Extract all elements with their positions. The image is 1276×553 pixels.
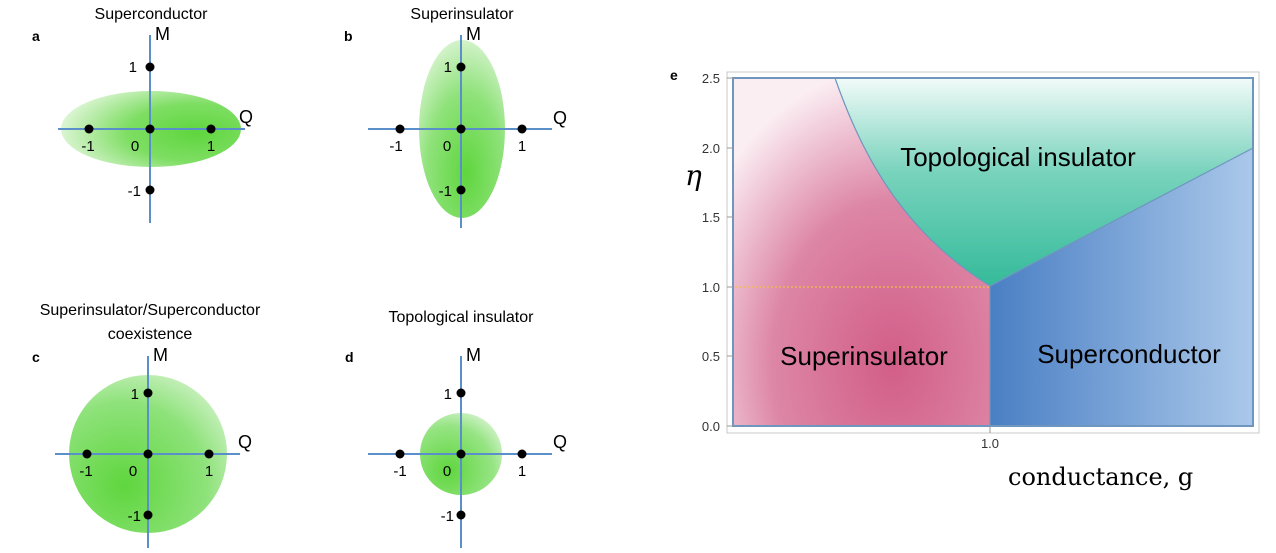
panel-a-letter: a — [32, 28, 40, 44]
y-tick-label: 0.5 — [702, 349, 720, 364]
y-tick-label: 1.0 — [702, 280, 720, 295]
axis-m-label: M — [153, 345, 168, 365]
tick-label: -1 — [128, 508, 141, 525]
region-label-superconductor: Superconductor — [1037, 339, 1221, 369]
panel-b: Superinsulator b M Q 1 -1 -1 0 1 — [344, 6, 567, 228]
axis-q-label: Q — [553, 432, 567, 452]
tick-label: 1 — [131, 386, 139, 403]
axis-q-label: Q — [553, 108, 567, 128]
plot-frame — [732, 77, 1254, 427]
lattice-point — [456, 388, 466, 398]
tick-label: 1 — [444, 59, 452, 76]
panel-e: e 0.0 0.5 1.0 1.5 2.0 2.5 1.0 η con — [670, 67, 1260, 491]
lattice-point — [84, 124, 94, 134]
panel-e-letter: e — [670, 67, 678, 83]
tick-label: -1 — [81, 138, 94, 155]
tick-label: 1 — [207, 138, 215, 155]
lattice-point — [456, 510, 466, 520]
axis-m-label: M — [466, 345, 481, 365]
phase-boundary — [834, 77, 1254, 287]
lattice-point — [395, 449, 405, 459]
lattice-point — [456, 124, 466, 134]
lattice-point — [143, 388, 153, 398]
axis-q-label: Q — [239, 107, 253, 127]
y-axis-label: η — [685, 159, 702, 192]
lattice-point — [145, 124, 155, 134]
lattice-point — [395, 124, 405, 134]
panel-c-title-line2: coexistence — [108, 326, 193, 343]
y-tick-label: 2.0 — [702, 141, 720, 156]
lattice-point — [145, 62, 155, 72]
region-label-topological: Topological insulator — [900, 142, 1136, 172]
lattice-point — [456, 185, 466, 195]
tick-label: 1 — [518, 463, 526, 480]
lattice-point — [517, 124, 527, 134]
x-axis-label: conductance, g — [1008, 463, 1193, 491]
tick-label: 1 — [518, 138, 526, 155]
lattice-point — [143, 449, 153, 459]
y-tick-label: 1.5 — [702, 210, 720, 225]
region-label-superinsulator: Superinsulator — [780, 341, 948, 371]
tick-label: 1 — [205, 463, 213, 480]
panel-a: Superconductor a M Q 1 -1 -1 0 1 — [32, 6, 253, 223]
lattice-point — [456, 62, 466, 72]
tick-label: -1 — [128, 183, 141, 200]
axis-m-label: M — [155, 24, 170, 44]
panel-c-letter: c — [32, 349, 40, 365]
tick-label: 0 — [443, 138, 451, 155]
panel-a-title: Superconductor — [95, 6, 209, 23]
lattice-point — [82, 449, 92, 459]
region-superinsulator — [733, 78, 990, 426]
tick-label: -1 — [79, 463, 92, 480]
tick-label: 0 — [129, 463, 137, 480]
panel-d-letter: d — [345, 349, 354, 365]
panel-b-title: Superinsulator — [410, 6, 514, 23]
region-topological — [835, 78, 1253, 286]
axis-q-label: Q — [238, 432, 252, 452]
panel-c: Superinsulator/Superconductor coexistenc… — [32, 302, 261, 548]
panel-c-title-line1: Superinsulator/Superconductor — [40, 302, 261, 319]
panel-d: Topological insulator d M Q 1 -1 -1 0 1 — [345, 309, 567, 548]
x-tick-label: 1.0 — [981, 436, 999, 451]
lattice-point — [456, 449, 466, 459]
tick-label: -1 — [389, 138, 402, 155]
lattice-point — [206, 124, 216, 134]
tick-label: -1 — [439, 183, 452, 200]
y-ticks — [727, 77, 991, 433]
tick-label: 0 — [131, 138, 139, 155]
lattice-point — [204, 449, 214, 459]
lattice-point — [143, 510, 153, 520]
tick-label: 1 — [444, 386, 452, 403]
y-tick-label: 2.5 — [702, 71, 720, 86]
axis-m-label: M — [466, 24, 481, 44]
panel-d-title: Topological insulator — [389, 309, 535, 326]
y-tick-label: 0.0 — [702, 419, 720, 434]
lattice-point — [517, 449, 527, 459]
tick-label: -1 — [393, 463, 406, 480]
axes-frame — [726, 71, 1260, 434]
region-superconductor — [990, 148, 1253, 426]
tick-label: 1 — [129, 59, 137, 76]
panel-b-letter: b — [344, 28, 353, 44]
lattice-point — [145, 185, 155, 195]
tick-label: -1 — [441, 508, 454, 525]
tick-label: 0 — [443, 463, 451, 480]
